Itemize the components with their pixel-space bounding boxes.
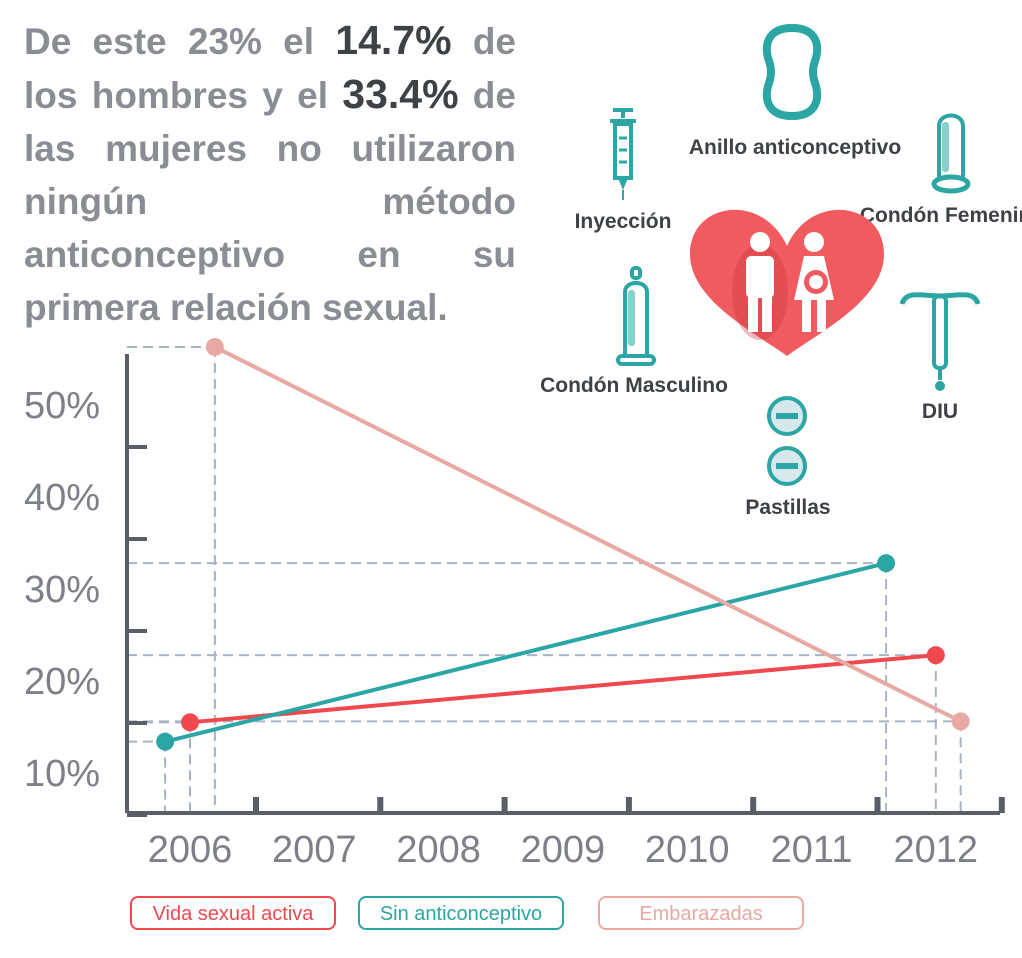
x-tick-label: 2006 [148, 829, 233, 871]
pills-icon [767, 396, 807, 486]
data-point [181, 713, 199, 732]
method-label-injection: Inyección [574, 210, 672, 233]
method-label-female-condom: Condón Femenino [859, 204, 1022, 227]
intro-text: De este 23% el 14.7% de los hombres y el… [24, 14, 516, 334]
x-tick-label: 2012 [894, 829, 979, 871]
data-point [877, 554, 896, 573]
x-tick-label: 2009 [521, 829, 606, 871]
y-tick-label: 30% [24, 569, 100, 611]
iud-icon [899, 292, 981, 391]
tick-labels: 10% 20% 30% 40% 50% 2006 2007 2008 2009 2010 2011 2… [24, 385, 978, 871]
women-percentage: 33.4% [342, 71, 459, 117]
series-line [213, 345, 962, 724]
y-tick-label: 20% [24, 661, 100, 703]
data-series [156, 337, 970, 751]
method-label-male-condom: Condón Masculino [540, 374, 728, 397]
y-tick-label: 40% [24, 477, 100, 519]
injection-icon [610, 108, 636, 200]
data-point [926, 646, 945, 665]
legend-embarazadas: Embarazadas [598, 896, 804, 930]
x-tick-label: 2011 [771, 829, 853, 871]
male-condom-icon [616, 266, 656, 366]
legend-label: Sin anticonceptivo [379, 903, 543, 925]
intro-part-2: de los hombres y el [24, 21, 516, 116]
female-condom-icon [931, 113, 971, 194]
series-line [164, 561, 887, 744]
guide-lines [127, 345, 962, 813]
intro-part-1: De este 23% el [24, 21, 336, 62]
y-tick-label: 10% [24, 753, 100, 795]
y-tick-label: 50% [24, 385, 100, 427]
x-tick-label: 2007 [272, 829, 357, 871]
legend-vida-sexual-activa: Vida sexual activa [130, 896, 336, 930]
intro-part-3: de las mujeres no utilizaron ningún méto… [24, 75, 516, 328]
x-tick-label: 2010 [645, 829, 730, 871]
method-label-pills: Pastillas [745, 496, 831, 519]
men-percentage: 14.7% [335, 17, 452, 63]
legend-label: Embarazadas [639, 903, 763, 925]
heart-couple-icon [690, 209, 884, 356]
method-label-iud: DIU [921, 400, 959, 423]
x-tick-label: 2008 [396, 829, 481, 871]
data-point [205, 337, 224, 356]
data-point [951, 712, 970, 731]
chart-axes [125, 354, 1005, 817]
method-label-ring: Anillo anticonceptivo [688, 136, 902, 159]
contraceptive-ring-icon [762, 23, 822, 121]
legend-sin-anticonceptivo: Sin anticonceptivo [358, 896, 564, 930]
series-line [189, 653, 936, 725]
data-point [156, 732, 175, 751]
legend-label: Vida sexual activa [152, 903, 314, 925]
